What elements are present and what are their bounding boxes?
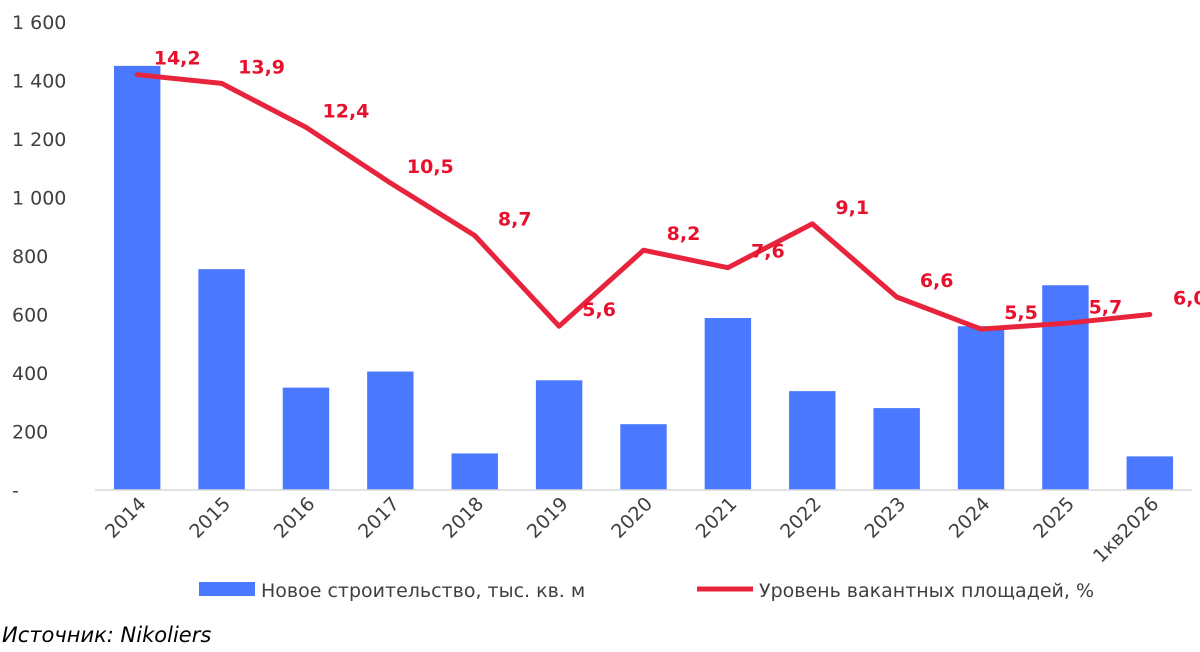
line-data-label: 6,0 xyxy=(1173,288,1200,310)
x-tick-label: 2020 xyxy=(607,493,657,543)
legend-swatch-bar xyxy=(199,582,255,596)
line-data-label: 5,7 xyxy=(1089,296,1123,318)
bar xyxy=(535,380,583,490)
line-data-label: 5,6 xyxy=(582,299,616,321)
y-tick-label: 600 xyxy=(12,305,48,327)
bar xyxy=(198,269,245,490)
bar xyxy=(789,391,836,490)
bar xyxy=(1042,285,1089,490)
y-tick-label: 200 xyxy=(12,422,48,444)
line-data-label: 6,6 xyxy=(920,270,954,292)
y-tick-label: 400 xyxy=(12,363,48,385)
x-tick-label: 2023 xyxy=(860,493,910,543)
source-note: Источник: Nikoliers xyxy=(2,623,212,647)
x-tick-label: 2017 xyxy=(354,493,404,543)
bar xyxy=(873,408,920,490)
bar xyxy=(367,371,414,490)
y-tick-label: 800 xyxy=(12,246,48,268)
line-data-label: 8,2 xyxy=(667,223,701,245)
bar xyxy=(282,387,330,490)
x-tick-label: 2025 xyxy=(1029,493,1079,543)
bar xyxy=(1126,456,1174,490)
legend: Новое строительство, тыс. кв. м Уровень … xyxy=(199,580,1094,602)
y-tick-label: 1 600 xyxy=(12,12,66,34)
line-data-label: 13,9 xyxy=(238,56,285,78)
line-data-label: 5,5 xyxy=(1004,302,1038,324)
y-tick-label: 1 200 xyxy=(12,129,66,151)
y-tick-label: 1 400 xyxy=(12,71,66,93)
bar xyxy=(620,424,667,490)
bar xyxy=(957,326,1005,490)
x-axis: 2014 2015 2016 2017 2018 2019 2020 2021 2022 2023… xyxy=(101,493,1163,567)
line-data-label: 10,5 xyxy=(407,156,454,178)
x-tick-label: 2024 xyxy=(945,493,995,543)
bar xyxy=(704,318,752,490)
x-tick-label: 1кв2026 xyxy=(1089,493,1163,567)
x-tick-label: 2021 xyxy=(692,493,742,543)
x-tick-label: 2015 xyxy=(185,493,235,543)
vacancy-line xyxy=(134,72,1153,332)
y-tick-label: 1 000 xyxy=(12,188,66,210)
line-data-label: 9,1 xyxy=(835,197,869,219)
x-tick-label: 2018 xyxy=(439,493,489,543)
legend-label-line: Уровень вакантных площадей, % xyxy=(759,580,1094,602)
line-data-label: 8,7 xyxy=(498,209,532,231)
line-data-label: 7,6 xyxy=(751,241,785,263)
x-tick-label: 2019 xyxy=(523,493,573,543)
bar xyxy=(113,65,161,490)
x-tick-label: 2022 xyxy=(776,493,826,543)
line-data-label: 12,4 xyxy=(323,100,370,122)
bar xyxy=(451,453,498,490)
y-axis: - 200 400 600 800 1 000 1 200 1 400 1 600 xyxy=(12,12,66,502)
line-data-label: 14,2 xyxy=(154,48,201,70)
y-tick-label: - xyxy=(12,480,19,502)
x-tick-label: 2016 xyxy=(270,493,320,543)
x-tick-label: 2014 xyxy=(101,493,151,543)
line-data-labels: 14,2 13,9 12,4 10,5 8,7 5,6 8,2 7,6 9,1 6,6 5,5 5,7… xyxy=(154,48,1200,324)
line-series xyxy=(134,72,1153,332)
bars-series xyxy=(113,65,1174,490)
legend-label-bar: Новое строительство, тыс. кв. м xyxy=(261,580,585,602)
